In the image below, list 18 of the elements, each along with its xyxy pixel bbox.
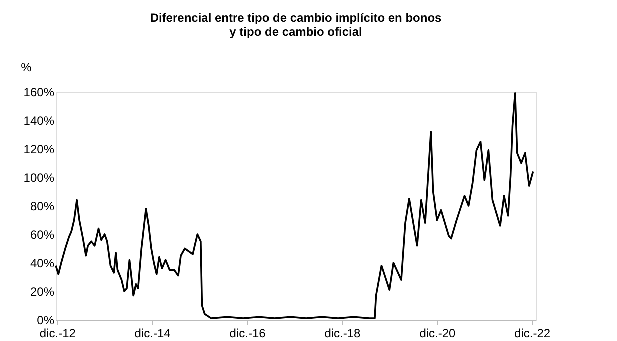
x-tick-label: dic.-20 <box>420 326 456 340</box>
x-tick-label: dic.-14 <box>134 326 172 340</box>
y-tick-label: 60% <box>30 228 55 242</box>
line-series <box>55 92 534 320</box>
x-tick-label: dic.-22 <box>514 326 551 340</box>
y-tick-label: 80% <box>30 200 55 214</box>
x-tick-label: dic.-16 <box>230 326 266 340</box>
y-tick-label: 20% <box>30 285 55 299</box>
y-axis-title: % <box>21 60 32 74</box>
y-tick-label: 100% <box>24 171 55 185</box>
y-tick-label: 160% <box>24 86 55 100</box>
y-tick-label: 40% <box>30 256 55 270</box>
chart-title: Diferencial entre tipo de cambio implícito en bonos y tipo de cambio oficial <box>150 11 442 39</box>
y-tick-label: 140% <box>24 114 55 128</box>
x-tick-label: dic.-18 <box>324 326 362 340</box>
y-tick-label: 0% <box>37 314 55 328</box>
y-tick-label: 120% <box>24 142 55 156</box>
x-tick-label: dic.-12 <box>40 326 76 340</box>
